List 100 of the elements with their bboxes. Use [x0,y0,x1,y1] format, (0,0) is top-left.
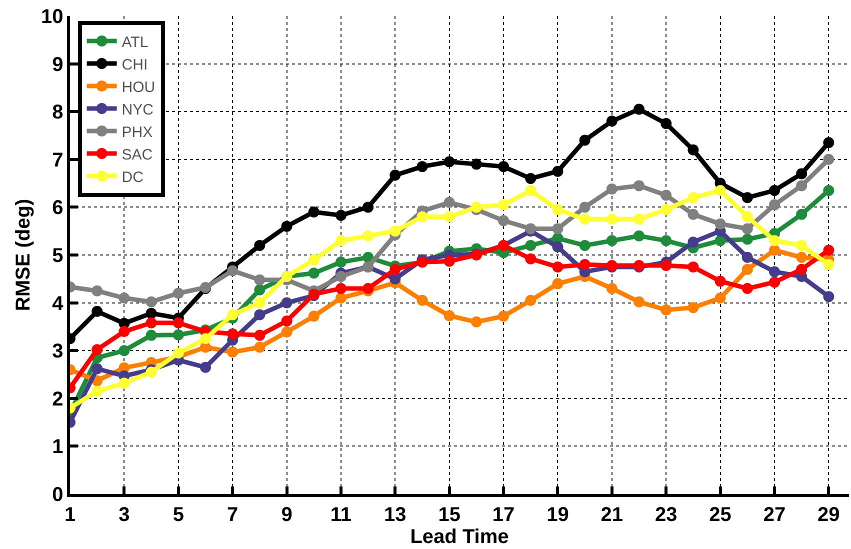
point [335,256,346,268]
x-tick-label: 5 [172,504,184,526]
point [525,223,536,234]
y-tick-label: 7 [52,149,64,172]
legend-label: NYC [122,101,154,118]
point [823,154,834,165]
point [498,161,510,172]
point [525,184,536,196]
point [172,329,184,340]
point [308,254,320,266]
point [362,230,374,242]
legend-label: DC [122,168,144,186]
point [742,211,753,222]
point [498,215,510,226]
legend-label: PHX [122,124,153,141]
point [552,204,564,216]
point [552,166,564,177]
point [172,347,184,358]
point [660,204,672,216]
point [660,190,672,201]
point [742,264,753,275]
y-axis-title: RMSE (deg) [12,198,34,312]
x-tick-label: 21 [600,504,624,526]
point [308,268,320,279]
point [444,310,455,322]
y-tick-label: 9 [52,54,64,76]
point [714,184,726,196]
point [579,134,590,146]
x-tick-label: 23 [654,504,678,526]
legend-label: HOU [122,78,156,96]
point [335,235,346,246]
point [444,196,455,208]
legend-label: CHI [122,56,148,74]
point [796,168,808,180]
y-tick-label: 8 [52,102,64,124]
y-tick-label: 0 [52,484,64,506]
point [470,202,482,213]
point [606,184,618,195]
point [579,259,590,270]
point [688,261,699,272]
x-tick-label: 13 [384,504,406,526]
point [525,294,536,306]
point [362,282,374,294]
point [308,310,320,322]
point [579,214,590,225]
point [254,297,266,308]
point [227,309,238,320]
point [416,161,428,172]
point [92,363,103,374]
point [714,218,726,230]
x-tick-label: 7 [227,504,238,526]
point [688,236,699,248]
point [281,220,292,232]
x-axis-title: Lead Time [410,526,509,548]
point [768,199,780,210]
point [796,208,808,220]
point [390,273,401,284]
point [768,244,780,256]
point [796,180,808,192]
point [796,240,808,251]
point [390,264,401,275]
point [390,170,401,181]
point [579,202,590,213]
legend-label: ATL [122,34,148,51]
point [92,306,103,317]
x-tick-label: 17 [492,504,515,526]
point [742,223,753,234]
point [200,333,211,344]
point [660,235,672,246]
x-tick-label: 15 [438,504,460,526]
point [362,202,374,213]
point [254,309,266,320]
point [688,302,699,314]
point [470,158,482,170]
point [227,328,238,340]
point [688,208,699,220]
point [254,330,266,341]
point [823,291,834,302]
point [335,210,346,221]
x-tick-label: 19 [546,504,569,526]
point [525,253,536,264]
point [768,235,780,246]
point [390,226,401,237]
point [606,214,618,225]
point [742,252,753,263]
point [525,240,536,251]
point [146,308,157,319]
point [606,282,618,294]
point [444,256,455,267]
point [227,346,238,358]
point [796,264,808,275]
point [634,104,645,115]
y-tick-label: 5 [52,245,64,267]
point [634,296,645,308]
point [146,296,157,308]
point [660,304,672,316]
point [768,184,780,196]
point [606,235,618,246]
point [172,288,184,299]
y-tick-label: 4 [52,292,64,315]
